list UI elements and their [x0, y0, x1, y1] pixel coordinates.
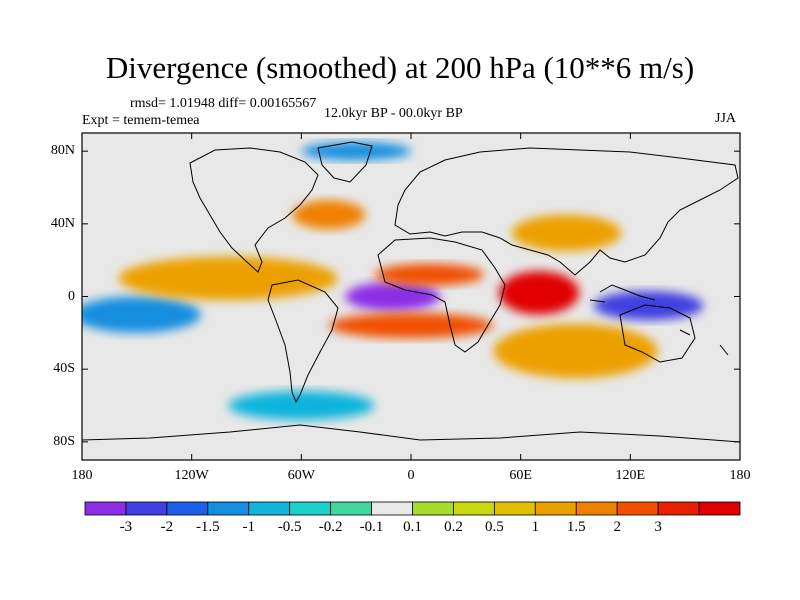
y-tick-label: 80N [50, 143, 75, 159]
colorbar-label: 1 [531, 519, 540, 535]
field-asia-divergence [511, 214, 622, 252]
colorbar [84, 501, 741, 516]
y-tick-label: 40S [53, 361, 75, 377]
field-southern-ocean-convergence [228, 390, 375, 421]
field-south-indian-divergence [493, 323, 658, 379]
colorbar-label: -2 [160, 519, 174, 535]
colorbar-label: -3 [119, 519, 133, 535]
field-central-atlantic-convergence [345, 281, 441, 312]
colorbar-label: -0.1 [359, 519, 384, 535]
axis-ticks [81, 133, 741, 460]
colorbar-swatch [657, 501, 700, 516]
field-arctic-convergence [301, 142, 411, 161]
colorbar-label: 3 [654, 519, 662, 535]
colorbar-swatch [248, 501, 291, 516]
field-north-atlantic-divergence [292, 200, 366, 230]
x-tick-label: 60E [509, 468, 532, 483]
coastline-north-america [189, 147, 319, 273]
x-tick-label: 120W [174, 468, 209, 483]
colorbar-swatch [575, 501, 618, 516]
colorbar-swatch [412, 501, 454, 516]
colorbar-swatch [330, 501, 372, 516]
coastline-islands [589, 284, 729, 356]
colorbar-label: -0.2 [318, 519, 343, 535]
x-tick-label: 0 [407, 468, 415, 483]
colorbar-label: -0.5 [277, 519, 302, 535]
stats-text: rmsd= 1.01948 diff= 0.00165567 [130, 96, 317, 111]
colorbar-label: 0.2 [444, 519, 463, 535]
coastline-greenland [317, 141, 373, 183]
colorbar-label: 2 [613, 519, 621, 535]
colorbar-swatch [125, 501, 168, 516]
x-tick-label: 60W [287, 468, 315, 483]
colorbar-swatch [493, 501, 536, 516]
colorbar-label: 0.5 [485, 519, 504, 535]
season-text: JJA [715, 111, 737, 126]
field-east-pacific-divergence [118, 256, 338, 301]
y-tick-label: 40N [50, 215, 75, 231]
field-east-pacific-convergence [82, 296, 201, 333]
coastline-australia [619, 304, 696, 363]
colorbar-label: -1.5 [195, 519, 220, 535]
coastline-antarctica [82, 424, 740, 443]
colorbar-swatch [453, 501, 495, 516]
coastlines [82, 141, 740, 443]
colorbar-swatch [534, 501, 577, 516]
colorbar-label: -1 [242, 519, 256, 535]
colorbar-swatch [698, 501, 741, 516]
x-tick-label: 180 [71, 468, 93, 483]
colorbar-swatch [166, 501, 209, 516]
field-west-african-divergence [374, 263, 485, 286]
x-tick-label: 180 [729, 468, 751, 483]
divergence-field [82, 142, 704, 421]
coastline-eurasia [394, 147, 739, 276]
colorbar-swatch [616, 501, 659, 516]
colorbar-swatch [207, 501, 250, 516]
colorbar-label: 1.5 [566, 519, 586, 535]
period-text: 12.0kyr BP - 00.0kyr BP [324, 106, 463, 121]
colorbar-label: 0.1 [403, 519, 422, 535]
coastline-africa [377, 237, 506, 353]
x-tick-label: 120E [615, 468, 646, 483]
chart-title: Divergence (smoothed) at 200 hPa (10**6 … [105, 50, 695, 85]
experiment-text: Expt = temem-temea [82, 113, 200, 128]
colorbar-swatch [289, 501, 332, 516]
field-indian-ocean-divergence [498, 271, 580, 315]
coastline-south-america [267, 279, 339, 404]
y-tick-label: 80S [53, 433, 75, 449]
field-south-atlantic-divergence [328, 312, 494, 339]
colorbar-swatch [84, 501, 127, 516]
colorbar-swatch [371, 501, 413, 516]
y-tick-label: 0 [68, 288, 75, 304]
